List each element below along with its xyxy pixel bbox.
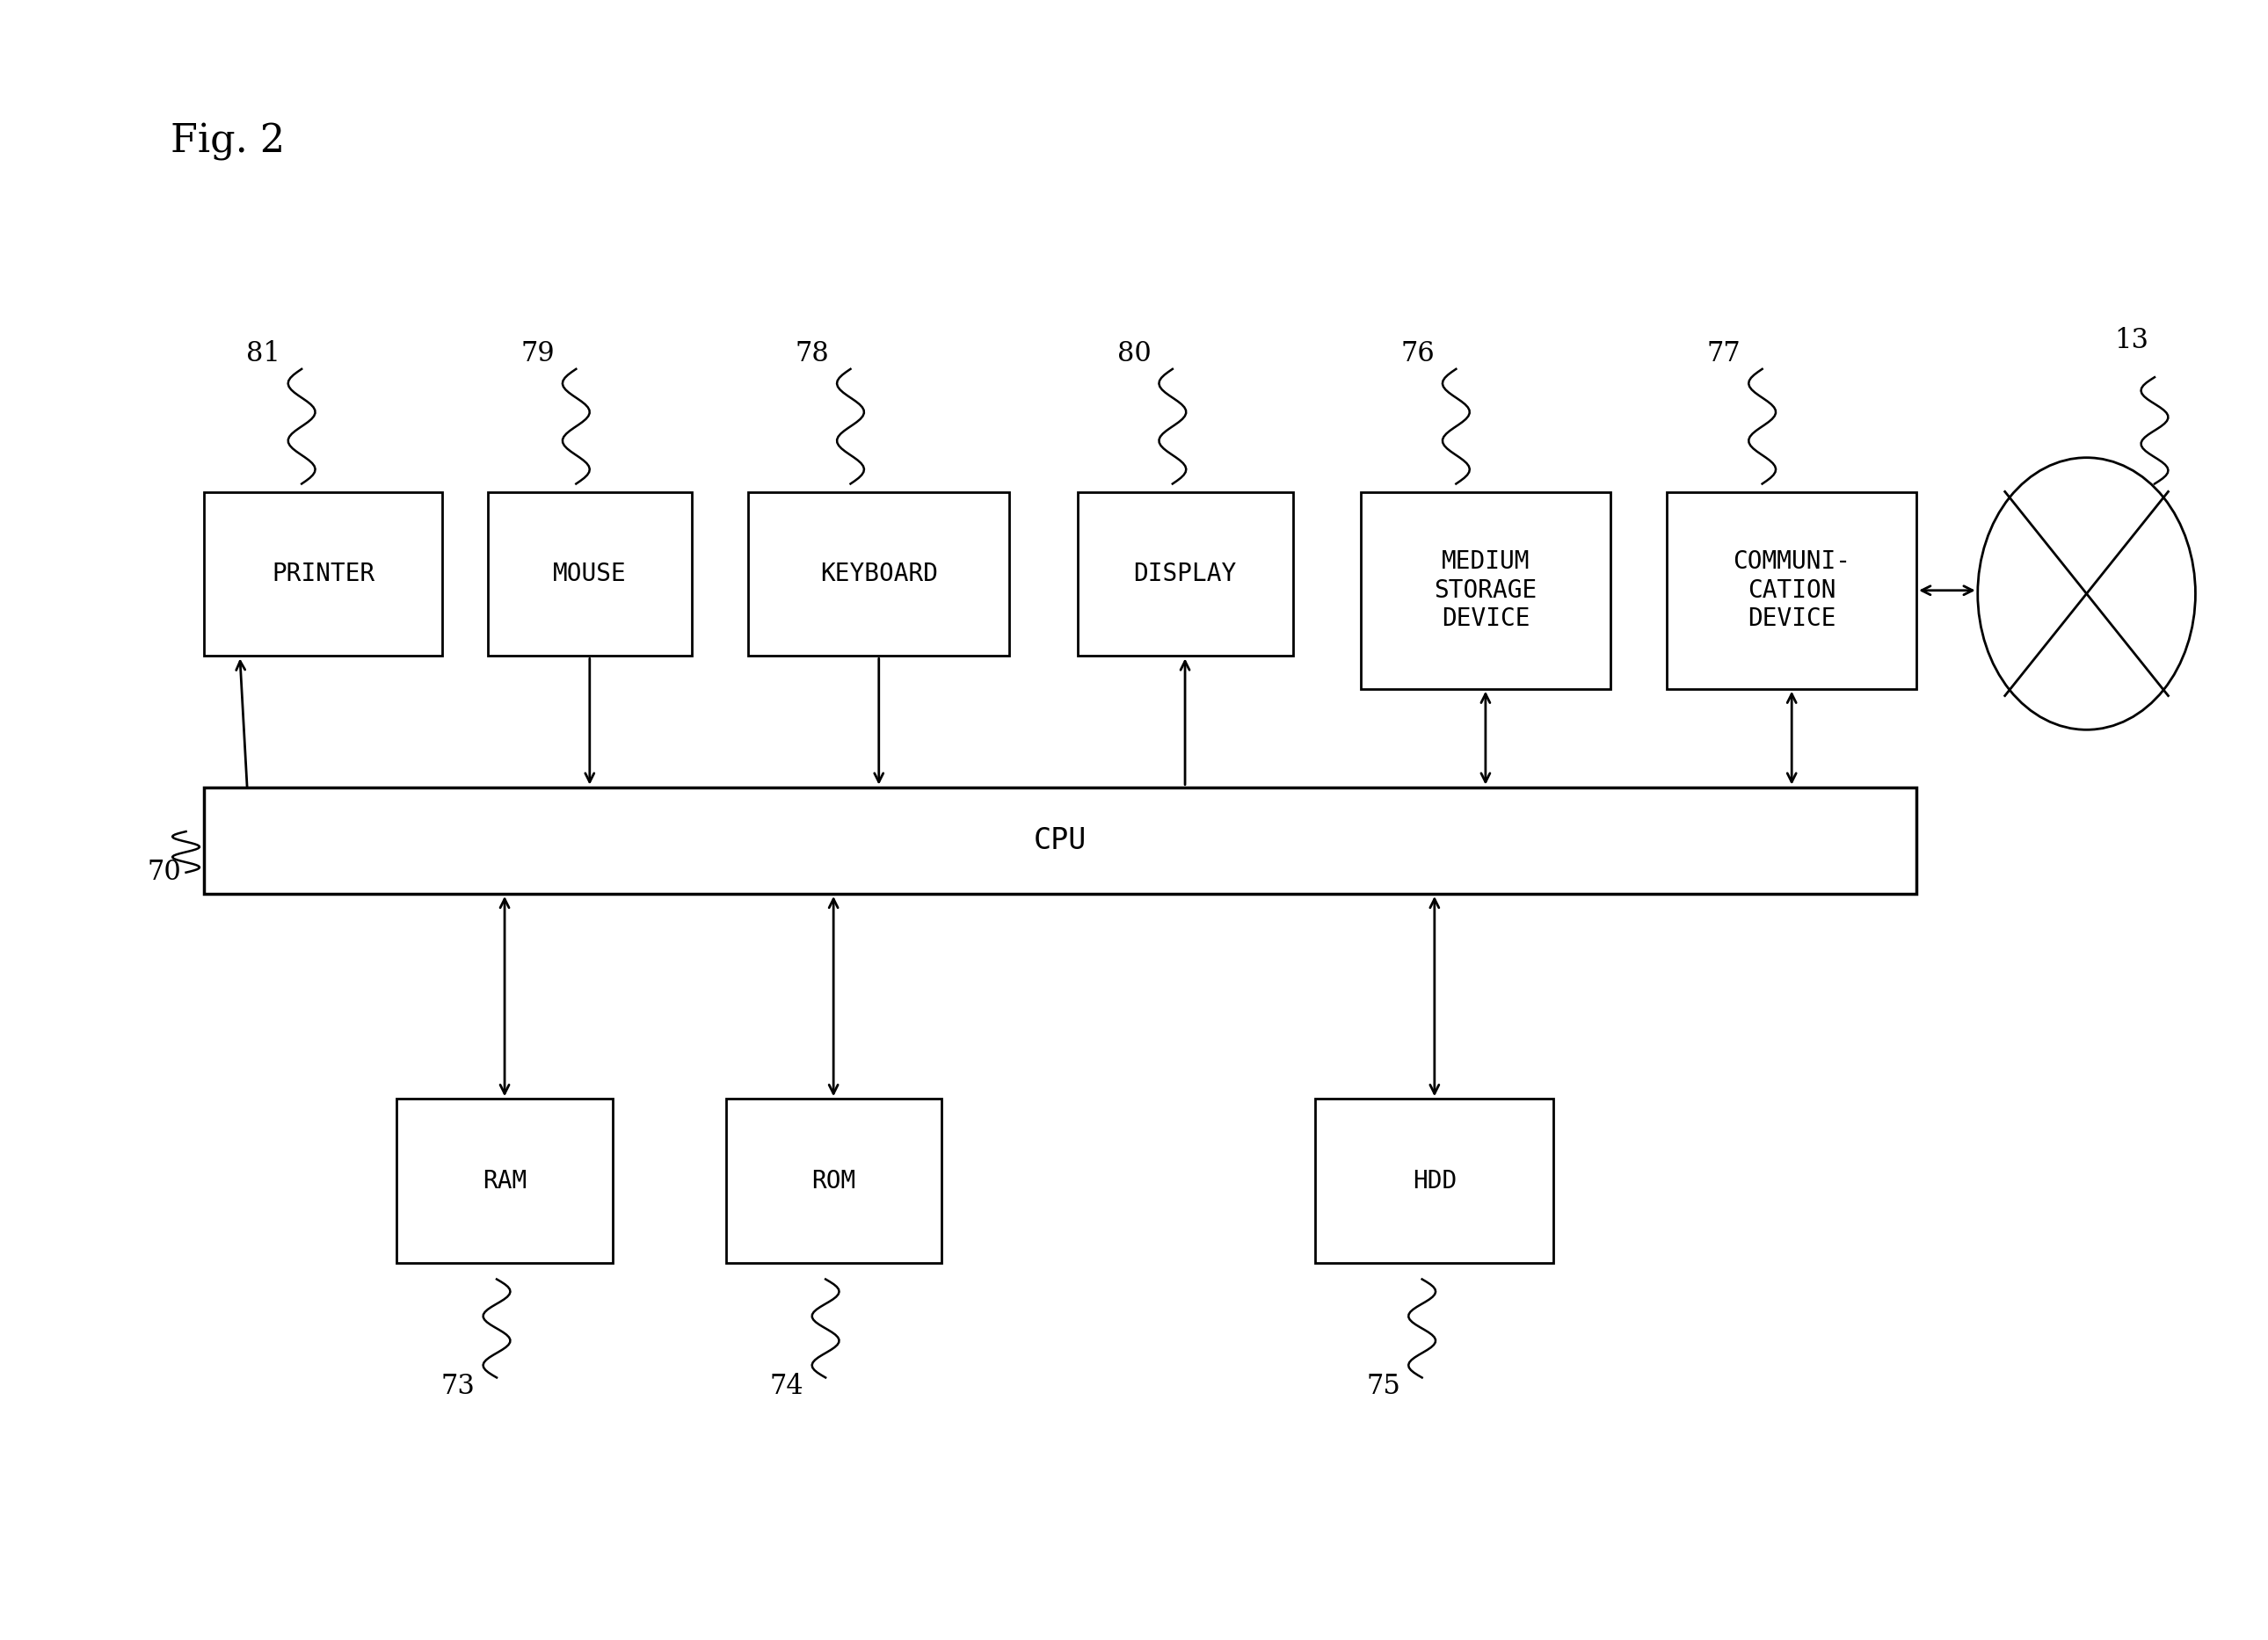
Text: ROM: ROM: [812, 1168, 855, 1194]
FancyBboxPatch shape: [204, 787, 1916, 894]
FancyBboxPatch shape: [1361, 492, 1610, 689]
Ellipse shape: [1978, 458, 2195, 730]
Text: 81: 81: [245, 339, 281, 367]
FancyBboxPatch shape: [488, 492, 692, 656]
Text: 73: 73: [440, 1373, 476, 1401]
Text: 70: 70: [147, 859, 181, 886]
FancyBboxPatch shape: [1667, 492, 1916, 689]
Text: 78: 78: [794, 339, 830, 367]
Text: DISPLAY: DISPLAY: [1134, 561, 1236, 587]
FancyBboxPatch shape: [748, 492, 1009, 656]
Text: 80: 80: [1116, 339, 1152, 367]
Text: Fig. 2: Fig. 2: [170, 123, 284, 161]
FancyBboxPatch shape: [726, 1099, 941, 1263]
Text: RAM: RAM: [483, 1168, 526, 1194]
Text: 75: 75: [1365, 1373, 1402, 1401]
Text: PRINTER: PRINTER: [272, 561, 374, 587]
Text: MEDIUM
STORAGE
DEVICE: MEDIUM STORAGE DEVICE: [1433, 549, 1538, 631]
Text: 77: 77: [1706, 339, 1742, 367]
Text: MOUSE: MOUSE: [553, 561, 626, 587]
Text: HDD: HDD: [1413, 1168, 1456, 1194]
Text: CPU: CPU: [1034, 827, 1086, 854]
Text: 79: 79: [522, 339, 553, 367]
Text: KEYBOARD: KEYBOARD: [821, 561, 937, 587]
Text: 74: 74: [771, 1373, 803, 1401]
Text: COMMUNI-
CATION
DEVICE: COMMUNI- CATION DEVICE: [1733, 549, 1851, 631]
Text: 13: 13: [2114, 326, 2150, 354]
FancyBboxPatch shape: [1077, 492, 1293, 656]
FancyBboxPatch shape: [1315, 1099, 1554, 1263]
FancyBboxPatch shape: [204, 492, 442, 656]
Text: 76: 76: [1399, 339, 1436, 367]
FancyBboxPatch shape: [397, 1099, 612, 1263]
